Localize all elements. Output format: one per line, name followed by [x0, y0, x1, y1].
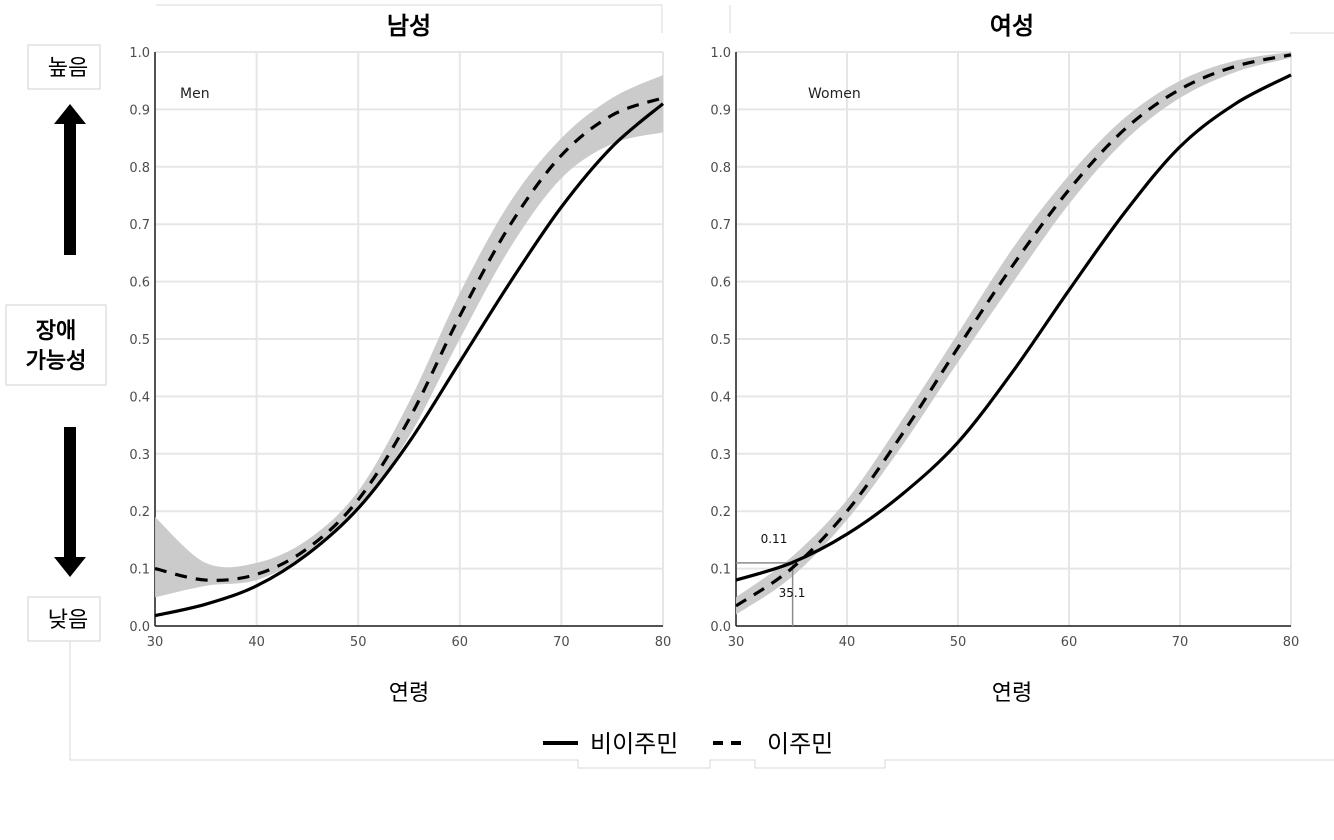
label-box-center: [5, 304, 107, 386]
women-y-tick-label: 0.3: [710, 448, 731, 463]
women-y-tick-label: 0.9: [710, 103, 731, 118]
men-plot-area: 0.0 0.1 0.2 0.3 0.4 0.5 0.6 0.7 0.8 0.9 1.0 30 40 50 6…: [129, 46, 671, 650]
women-y-tick-label: 0.5: [710, 333, 731, 348]
label-box-high: [27, 44, 101, 90]
women-x-tick-label: 80: [1283, 635, 1300, 650]
men-y-tick-label: 0.4: [129, 390, 150, 405]
women-y-tick-label: 0.0: [710, 620, 731, 635]
men-y-tick-label: 0.6: [129, 276, 150, 291]
legend: 비이주민 이주민: [543, 730, 833, 758]
women-x-tick-label: 50: [950, 635, 967, 650]
men-y-tick-label: 0.0: [129, 620, 150, 635]
women-panel: 여성 연령 0.0 0.1 0.2 0.3 0.4 0.5 0.6 0.7 0.8 0.9 1.0 3…: [710, 12, 1299, 706]
men-x-tick-label: 50: [350, 635, 367, 650]
women-y-tick-label: 0.2: [710, 505, 731, 520]
men-series-0-line: [154, 102, 665, 618]
men-y-tick-label: 0.2: [129, 505, 150, 520]
men-x-tick-label: 60: [452, 635, 469, 650]
women-x-tick-label: 30: [728, 635, 745, 650]
women-panel-title: 여성: [990, 12, 1034, 40]
women-inset-label: Women: [808, 86, 861, 102]
arrow-up-icon: [54, 104, 86, 255]
women-y-tick-label: 0.8: [710, 161, 731, 176]
label-high: 높음: [48, 56, 88, 81]
women-annotation-y-value: 0.11: [761, 532, 788, 546]
men-inset-label: Men: [180, 86, 210, 102]
women-x-tick-label: 40: [839, 635, 856, 650]
panel-frames: [69, 4, 1334, 769]
label-center-line1: 장애: [36, 319, 76, 344]
men-x-tick-label: 40: [248, 635, 265, 650]
men-y-tick-label: 0.1: [129, 563, 150, 578]
men-y-tick-label: 1.0: [129, 46, 150, 61]
men-y-tick-label: 0.7: [129, 218, 150, 233]
label-low: 낮음: [48, 608, 88, 633]
women-y-tick-label: 1.0: [710, 46, 731, 61]
men-x-tick-label: 80: [655, 635, 672, 650]
women-series-1-line: [735, 53, 1292, 608]
men-series-1-confidence-band: [155, 74, 663, 598]
men-panel: 남성 연령 0.0 0.1 0.2 0.3 0.4 0.5 0.6 0.7 0.8 0.9 1.0 3…: [129, 12, 671, 706]
men-y-tick-label: 0.5: [129, 333, 150, 348]
men-x-axis-label: 연령: [389, 681, 429, 706]
women-y-tick-label: 0.6: [710, 276, 731, 291]
men-y-tick-label: 0.8: [129, 161, 150, 176]
likelihood-indicator: 높음 장애 가능성 낮음: [5, 44, 107, 642]
men-y-tick-label: 0.9: [129, 103, 150, 118]
label-center-line2: 가능성: [26, 349, 87, 374]
women-x-axis-label: 연령: [992, 681, 1032, 706]
label-box-low: [27, 596, 101, 642]
legend-solid-label: 비이주민: [590, 730, 678, 758]
women-series-0-line: [735, 73, 1292, 582]
men-series-1-line: [154, 96, 664, 582]
women-x-tick-label: 60: [1061, 635, 1078, 650]
women-y-tick-label: 0.7: [710, 218, 731, 233]
men-x-tick-label: 30: [147, 635, 164, 650]
men-x-tick-label: 70: [553, 635, 570, 650]
men-panel-title: 남성: [387, 12, 431, 40]
women-plot-area: 0.0 0.1 0.2 0.3 0.4 0.5 0.6 0.7 0.8 0.9 1.0 30 40 50 6…: [710, 46, 1299, 650]
women-x-tick-label: 70: [1172, 635, 1189, 650]
legend-dashed-label: 이주민: [767, 730, 833, 758]
arrow-down-icon: [54, 427, 86, 577]
women-y-tick-label: 0.1: [710, 563, 731, 578]
women-annotation-x-value: 35.1: [779, 586, 806, 600]
women-y-tick-label: 0.4: [710, 390, 731, 405]
men-y-tick-label: 0.3: [129, 448, 150, 463]
